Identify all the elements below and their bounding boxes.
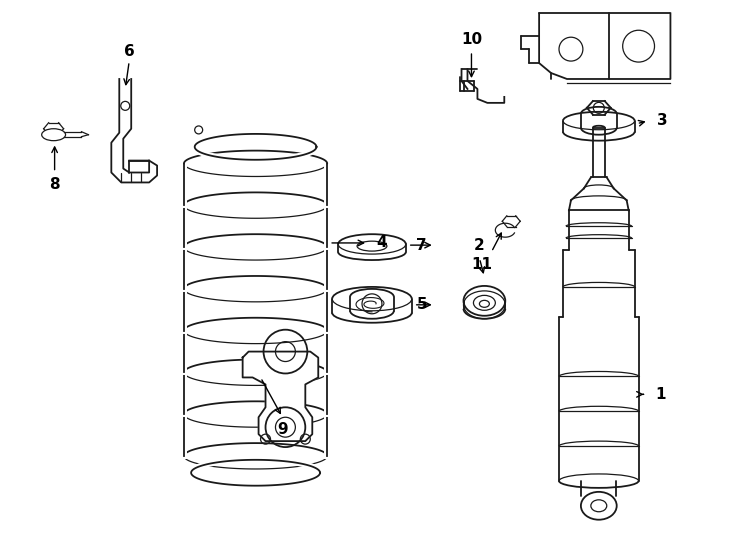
Text: 5: 5 xyxy=(416,298,427,312)
Text: 10: 10 xyxy=(461,32,482,46)
Text: 4: 4 xyxy=(377,235,388,251)
Text: 9: 9 xyxy=(277,422,288,437)
Text: 1: 1 xyxy=(655,387,666,402)
Text: 6: 6 xyxy=(124,44,134,59)
Polygon shape xyxy=(243,352,319,441)
Text: 11: 11 xyxy=(471,256,492,272)
Ellipse shape xyxy=(463,286,505,316)
Text: 8: 8 xyxy=(49,177,60,192)
Text: 7: 7 xyxy=(416,238,427,253)
Ellipse shape xyxy=(42,129,65,140)
Text: 2: 2 xyxy=(474,238,484,253)
Text: 3: 3 xyxy=(657,113,668,129)
